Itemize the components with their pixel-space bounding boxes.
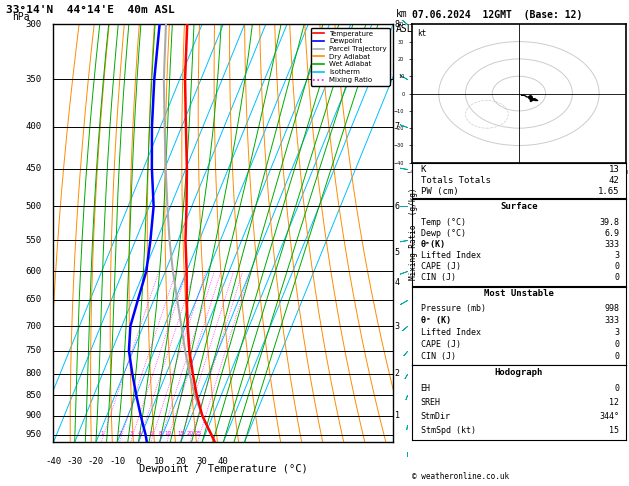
Text: Lifted Index: Lifted Index	[421, 328, 481, 337]
Text: 2: 2	[118, 431, 121, 436]
Text: 2: 2	[395, 369, 400, 378]
Text: -20: -20	[88, 457, 104, 466]
Text: -40: -40	[45, 457, 62, 466]
Text: 850: 850	[25, 391, 42, 399]
Text: 5: 5	[395, 248, 400, 258]
Text: EH: EH	[421, 383, 430, 393]
Text: 0: 0	[615, 340, 620, 349]
Text: 6: 6	[395, 202, 400, 211]
Text: Dewpoint / Temperature (°C): Dewpoint / Temperature (°C)	[139, 464, 308, 474]
Text: 3: 3	[130, 431, 133, 436]
Text: 333: 333	[604, 316, 620, 325]
Legend: Temperature, Dewpoint, Parcel Trajectory, Dry Adiabat, Wet Adiabat, Isotherm, Mi: Temperature, Dewpoint, Parcel Trajectory…	[311, 28, 389, 86]
Text: 20: 20	[187, 431, 194, 436]
Text: Surface: Surface	[500, 202, 538, 211]
Text: 4: 4	[395, 278, 400, 287]
Text: 1.65: 1.65	[598, 187, 620, 196]
Text: 10: 10	[164, 431, 171, 436]
Text: 33°14'N  44°14'E  40m ASL: 33°14'N 44°14'E 40m ASL	[6, 5, 175, 15]
Text: 0: 0	[136, 457, 141, 466]
Text: 344°: 344°	[599, 412, 620, 421]
Text: CAPE (J): CAPE (J)	[421, 262, 460, 271]
Text: StmDir: StmDir	[421, 412, 450, 421]
Text: 15: 15	[610, 426, 620, 435]
Text: 7: 7	[395, 122, 400, 131]
Text: Dewp (°C): Dewp (°C)	[421, 229, 465, 238]
Text: kt: kt	[418, 30, 426, 38]
Text: 800: 800	[25, 369, 42, 378]
Text: K: K	[421, 165, 426, 174]
Text: 3: 3	[615, 328, 620, 337]
Text: 600: 600	[25, 267, 42, 276]
Text: -10: -10	[109, 457, 125, 466]
Text: θᵉ (K): θᵉ (K)	[421, 316, 450, 325]
Text: 1: 1	[395, 411, 400, 420]
Text: θᵉ(K): θᵉ(K)	[421, 240, 445, 249]
Text: 6: 6	[150, 431, 153, 436]
Text: 8: 8	[159, 431, 162, 436]
Text: 950: 950	[25, 430, 42, 439]
Text: 0: 0	[615, 262, 620, 271]
Text: 0: 0	[615, 273, 620, 282]
Text: -30: -30	[67, 457, 83, 466]
Text: 10: 10	[154, 457, 165, 466]
Text: CAPE (J): CAPE (J)	[421, 340, 460, 349]
Text: 12: 12	[610, 398, 620, 407]
Text: 4: 4	[138, 431, 141, 436]
Text: CIN (J): CIN (J)	[421, 352, 455, 361]
Text: 8: 8	[395, 20, 400, 29]
Text: PW (cm): PW (cm)	[421, 187, 458, 196]
Text: 13: 13	[609, 165, 620, 174]
Text: ASL: ASL	[396, 24, 414, 34]
Text: 30: 30	[197, 457, 208, 466]
Text: 6.9: 6.9	[604, 229, 620, 238]
Text: 998: 998	[604, 305, 620, 313]
Text: 500: 500	[25, 202, 42, 211]
Text: 1: 1	[100, 431, 104, 436]
Text: 333: 333	[604, 240, 620, 249]
Text: 450: 450	[25, 164, 42, 173]
Text: 350: 350	[25, 75, 42, 84]
Text: 750: 750	[25, 346, 42, 355]
Text: 3: 3	[615, 251, 620, 260]
Text: 650: 650	[25, 295, 42, 304]
Text: 15: 15	[177, 431, 184, 436]
Text: 25: 25	[194, 431, 201, 436]
Text: Pressure (mb): Pressure (mb)	[421, 305, 486, 313]
Text: 0: 0	[615, 383, 620, 393]
Text: 39.8: 39.8	[599, 218, 620, 227]
Text: Temp (°C): Temp (°C)	[421, 218, 465, 227]
Text: CIN (J): CIN (J)	[421, 273, 455, 282]
Text: Hodograph: Hodograph	[495, 368, 543, 377]
Text: Lifted Index: Lifted Index	[421, 251, 481, 260]
Text: 42: 42	[609, 176, 620, 185]
Text: km: km	[396, 9, 408, 19]
Text: SREH: SREH	[421, 398, 440, 407]
Text: StmSpd (kt): StmSpd (kt)	[421, 426, 476, 435]
Text: 550: 550	[25, 236, 42, 244]
Text: 0: 0	[615, 352, 620, 361]
Text: Most Unstable: Most Unstable	[484, 289, 554, 298]
Text: © weatheronline.co.uk: © weatheronline.co.uk	[412, 472, 509, 481]
Text: 300: 300	[25, 20, 42, 29]
Text: Totals Totals: Totals Totals	[421, 176, 491, 185]
Text: 20: 20	[175, 457, 186, 466]
Text: hPa: hPa	[13, 12, 30, 22]
Text: 3: 3	[395, 322, 400, 330]
Text: 07.06.2024  12GMT  (Base: 12): 07.06.2024 12GMT (Base: 12)	[412, 10, 582, 20]
Text: 700: 700	[25, 322, 42, 330]
Text: 400: 400	[25, 122, 42, 131]
Text: 900: 900	[25, 411, 42, 420]
Text: 40: 40	[218, 457, 229, 466]
Text: Mixing Ratio  (g/kg): Mixing Ratio (g/kg)	[409, 187, 418, 279]
